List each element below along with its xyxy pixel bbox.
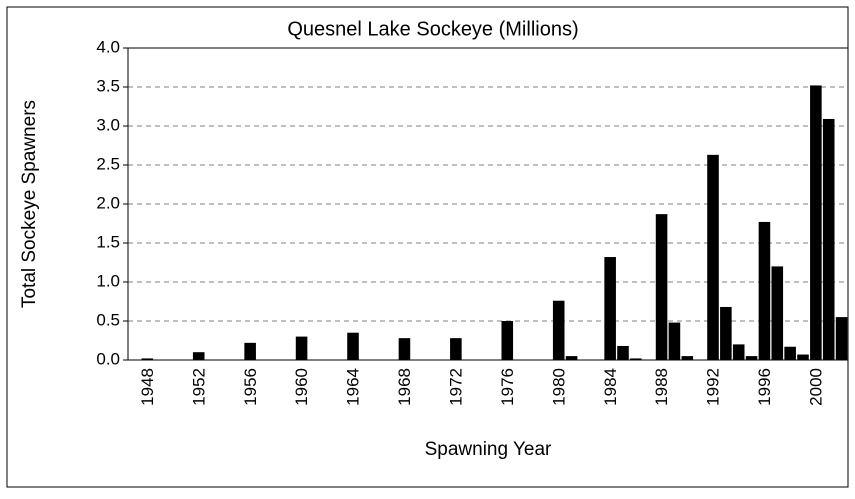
bar — [835, 317, 848, 360]
y-tick-label: 0.0 — [96, 349, 120, 368]
y-tick-label: 1.5 — [96, 232, 120, 251]
x-axis-label: Spawning Year — [425, 439, 552, 460]
bar — [295, 336, 308, 360]
bar — [244, 342, 256, 360]
bar — [552, 300, 565, 360]
bar — [347, 332, 359, 360]
bar — [565, 356, 578, 360]
bar — [810, 85, 822, 360]
x-tick-label: 1980 — [549, 368, 568, 406]
bar — [501, 321, 514, 360]
x-tick-label: 1948 — [138, 368, 157, 406]
bar — [822, 118, 835, 360]
bar — [745, 356, 758, 360]
x-tick-label: 1984 — [601, 368, 620, 406]
bar — [655, 214, 668, 360]
x-tick-label: 1964 — [344, 368, 363, 406]
chart-frame — [6, 6, 849, 488]
bar — [398, 338, 411, 360]
x-tick-label: 1960 — [292, 368, 311, 406]
plot-border — [127, 47, 849, 361]
x-tick-label: 1992 — [704, 368, 723, 406]
y-tick-label: 3.5 — [96, 76, 120, 95]
y-tick-label: 0.5 — [96, 310, 120, 329]
y-tick-label: 4.0 — [96, 37, 120, 56]
y-tick-label: 2.5 — [96, 154, 120, 173]
bar — [630, 358, 642, 360]
bar — [192, 352, 205, 360]
bar — [732, 344, 745, 360]
chart-title: Quesnel Lake Sockeye (Millions) — [287, 18, 578, 40]
bar — [784, 346, 796, 360]
x-tick-label: 1952 — [189, 368, 208, 406]
bar — [758, 221, 771, 360]
x-tick-label: 1996 — [755, 368, 774, 406]
y-axis-label: Total Sockeye Spawners — [19, 100, 40, 308]
bar — [450, 338, 462, 360]
y-tick-label: 3.0 — [96, 115, 120, 134]
bar — [771, 266, 784, 360]
x-tick-label: 1972 — [446, 368, 465, 406]
bar — [797, 354, 809, 360]
bar — [617, 345, 629, 360]
bar — [668, 322, 681, 360]
y-tick-label: 1.0 — [96, 271, 120, 290]
bar — [681, 356, 694, 360]
x-tick-label: 1976 — [498, 368, 517, 406]
bar — [707, 154, 719, 360]
x-tick-label: 1968 — [395, 368, 414, 406]
x-tick-label: 1988 — [652, 368, 671, 406]
x-tick-label: 1956 — [241, 368, 260, 406]
x-tick-label: 2000 — [806, 368, 825, 406]
bar — [720, 306, 732, 360]
y-tick-label: 2.0 — [96, 193, 120, 212]
bar — [604, 257, 616, 360]
bar — [141, 358, 154, 360]
